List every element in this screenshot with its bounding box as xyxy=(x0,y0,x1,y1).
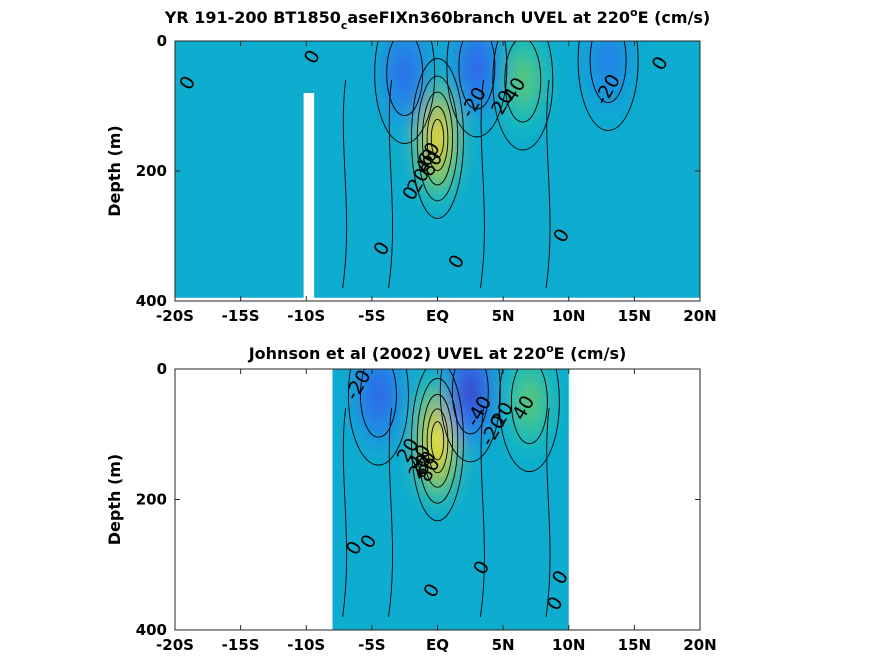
x-tick-label: -10S xyxy=(287,636,325,654)
y-tick-label: 400 xyxy=(136,621,167,639)
contour-line xyxy=(421,393,454,488)
x-tick-label: 20N xyxy=(683,636,716,654)
contour-line xyxy=(426,408,449,474)
velocity-field xyxy=(332,369,569,630)
y-axis-label: Depth (m) xyxy=(105,125,124,217)
contour-line xyxy=(479,79,485,289)
x-tick-label: -5S xyxy=(358,307,385,325)
y-tick-label: 400 xyxy=(136,292,167,310)
x-tick-label: -10S xyxy=(287,307,325,325)
contour-line xyxy=(430,421,445,461)
feature-euc-core-layer xyxy=(431,423,444,458)
velocity-field xyxy=(175,41,700,298)
x-tick-label: 15N xyxy=(618,636,651,654)
x-tick-label: 20N xyxy=(683,307,716,325)
contour-line xyxy=(492,41,554,151)
x-tick-label: 15N xyxy=(618,307,651,325)
contour-line xyxy=(388,79,394,289)
contour-line xyxy=(510,369,548,445)
feature-necc-layer xyxy=(522,386,537,417)
y-tick-label: 0 xyxy=(157,32,167,50)
contour-line xyxy=(388,408,394,618)
feature-sec-south-layer xyxy=(397,58,412,89)
contour-line xyxy=(439,369,501,463)
feature-sec-south-layer xyxy=(371,380,386,411)
x-tick-label: 10N xyxy=(552,307,585,325)
x-tick-label: 5N xyxy=(492,307,515,325)
contour-line xyxy=(421,91,454,186)
contour-line xyxy=(498,369,560,473)
contour-line xyxy=(577,41,639,131)
contour-line xyxy=(342,408,348,618)
chart-title: YR 191-200 BT1850caseFIXn360branch UVEL … xyxy=(164,6,711,32)
contour-line xyxy=(545,79,551,289)
contour-line xyxy=(545,408,551,618)
chart-title: Johnson et al (2002) UVEL at 220oE (cm/s… xyxy=(248,342,627,363)
contour-line xyxy=(416,75,459,202)
y-tick-label: 200 xyxy=(136,491,167,509)
feature-sec-north-layer xyxy=(469,52,485,82)
feature-nec-layer xyxy=(600,45,616,76)
contour-line xyxy=(416,377,459,504)
contour-line xyxy=(411,369,464,522)
contour-line xyxy=(589,41,627,103)
x-tick-label: EQ xyxy=(426,307,449,325)
contour-line xyxy=(458,41,496,110)
contour-line xyxy=(347,369,409,466)
x-tick-label: -15S xyxy=(222,307,260,325)
contour-line xyxy=(386,41,424,116)
x-tick-label: 5N xyxy=(492,636,515,654)
y-tick-label: 0 xyxy=(157,360,167,378)
data-gap xyxy=(303,93,315,301)
contour-line xyxy=(426,106,449,171)
x-tick-label: EQ xyxy=(426,636,449,654)
contour-line xyxy=(504,41,542,123)
contour-line xyxy=(411,58,464,219)
contour-line xyxy=(359,369,397,438)
x-tick-label: -20S xyxy=(156,307,194,325)
contour-line xyxy=(446,41,508,138)
feature-necc-layer xyxy=(515,65,531,95)
y-axis-label: Depth (m) xyxy=(105,454,124,546)
feature-sec-north-layer xyxy=(463,376,478,407)
feature-euc-core-layer xyxy=(431,121,444,156)
contour-line xyxy=(342,79,348,289)
contour-line xyxy=(479,408,485,618)
contour-line xyxy=(430,118,445,159)
y-tick-label: 200 xyxy=(136,162,167,180)
x-tick-label: -5S xyxy=(358,636,385,654)
x-tick-label: -20S xyxy=(156,636,194,654)
contour-line xyxy=(374,41,436,144)
x-tick-label: -15S xyxy=(222,636,260,654)
x-tick-label: 10N xyxy=(552,636,585,654)
contour-line xyxy=(451,369,489,435)
